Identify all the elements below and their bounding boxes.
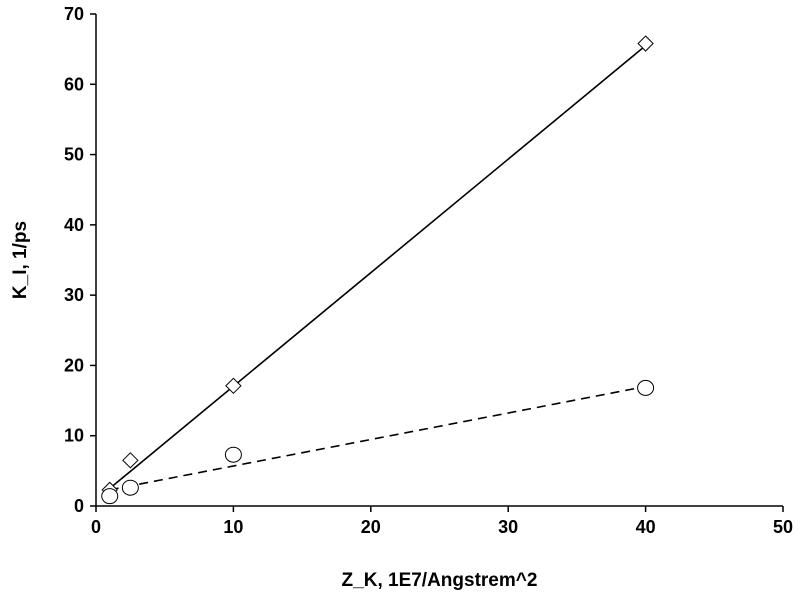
y-tick-label: 70 xyxy=(64,4,84,24)
fit-lines xyxy=(109,45,647,491)
circle-point xyxy=(121,479,139,496)
y-axis-title: K_I, 1/ps xyxy=(10,221,31,299)
ticks: 0 10 20 30 40 50 0 10 20 30 40 50 60 70 xyxy=(64,4,793,537)
y-tick-label: 30 xyxy=(64,285,84,305)
y-tick-label: 10 xyxy=(64,426,84,446)
circle-point xyxy=(101,488,119,505)
fit-line-series-1 xyxy=(109,45,647,490)
fit-line-series-2 xyxy=(109,385,646,491)
data-markers xyxy=(101,35,655,505)
x-tick-label: 30 xyxy=(498,517,518,537)
y-tick-label: 0 xyxy=(74,496,84,516)
y-tick-label: 60 xyxy=(64,74,84,94)
x-tick-label: 50 xyxy=(773,517,793,537)
circle-point xyxy=(637,379,655,396)
y-tick-label: 50 xyxy=(64,145,84,165)
y-tick-label: 40 xyxy=(64,215,84,235)
x-axis-title: Z_K, 1E7/Angstrem^2 xyxy=(342,570,538,591)
x-tick-label: 40 xyxy=(636,517,656,537)
diamond-point xyxy=(122,452,139,469)
y-tick-label: 20 xyxy=(64,355,84,375)
diamond-point xyxy=(637,35,654,52)
diamond-point xyxy=(225,377,242,395)
x-tick-label: 10 xyxy=(223,517,243,537)
axes xyxy=(95,14,783,507)
circle-point xyxy=(224,446,242,463)
x-tick-label: 20 xyxy=(361,517,381,537)
x-tick-label: 0 xyxy=(91,517,101,537)
